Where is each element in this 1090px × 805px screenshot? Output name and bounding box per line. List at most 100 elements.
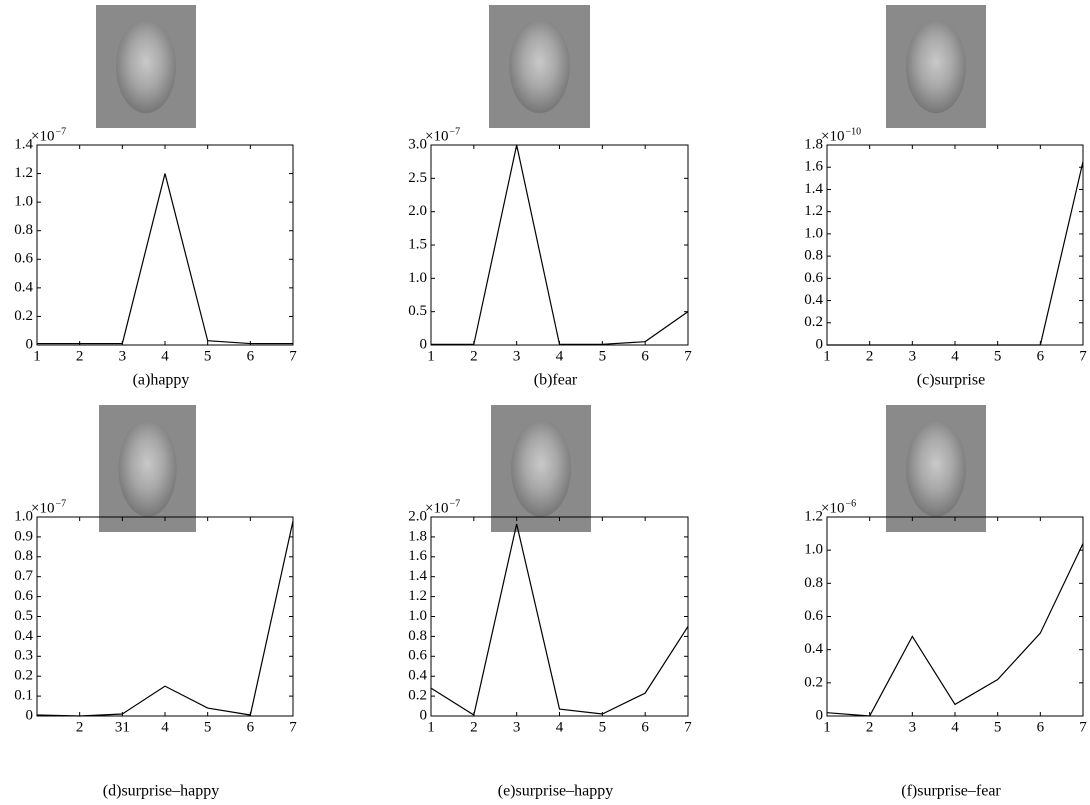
x-tick-label: 6 bbox=[247, 348, 255, 364]
y-tick-label: 0.6 bbox=[804, 270, 823, 286]
y-tick-label: 0.3 bbox=[14, 648, 33, 664]
caption: (d)surprise–happy bbox=[103, 783, 219, 800]
y-multiplier: ×10 bbox=[31, 128, 54, 144]
x-tick-label: 7 bbox=[684, 719, 692, 735]
caption: (c)surprise bbox=[917, 372, 985, 389]
x-tick-label: 4 bbox=[161, 719, 169, 735]
y-tick-label: 0.2 bbox=[14, 308, 33, 324]
x-tick-label: 6 bbox=[247, 719, 255, 735]
y-tick-label: 0.8 bbox=[14, 548, 33, 564]
y-tick-label: 0.1 bbox=[14, 688, 33, 704]
y-tick-label: 1.2 bbox=[804, 203, 823, 219]
y-tick-label: 1.6 bbox=[804, 159, 823, 175]
data-line bbox=[36, 520, 294, 717]
caption: (f)surprise–fear bbox=[901, 783, 1001, 800]
y-tick-label: 0.2 bbox=[14, 668, 33, 684]
x-tick-label: 6 bbox=[1037, 348, 1045, 364]
y-tick-label: 0.5 bbox=[14, 608, 33, 624]
y-tick-label: 1.4 bbox=[14, 136, 33, 152]
y-tick-label: 0.2 bbox=[804, 314, 823, 330]
data-line bbox=[827, 161, 1084, 346]
x-tick-label: 1 bbox=[823, 348, 831, 364]
x-tick-label: 3 bbox=[909, 348, 917, 364]
y-multiplier: ×10 bbox=[821, 128, 844, 144]
plot-frame bbox=[826, 516, 1084, 717]
x-tick-label: 2 bbox=[76, 719, 84, 735]
y-tick-label: 3.0 bbox=[408, 136, 427, 152]
y-multiplier: ×10 bbox=[425, 500, 448, 516]
x-tick-label: 4 bbox=[556, 719, 564, 735]
y-tick-label: 1.0 bbox=[14, 508, 33, 524]
y-exponent: −7 bbox=[449, 126, 460, 137]
y-tick-label: 1.2 bbox=[14, 165, 33, 181]
face-shape bbox=[906, 420, 966, 517]
x-tick-label: 7 bbox=[1079, 719, 1087, 735]
y-tick-label: 1.8 bbox=[804, 136, 823, 152]
x-tick-label: 2 bbox=[76, 348, 84, 364]
x-tick-label: 1 bbox=[427, 719, 435, 735]
x-tick-label: 7 bbox=[1079, 348, 1087, 364]
x-tick-label: 4 bbox=[951, 348, 959, 364]
y-tick-label: 0.4 bbox=[804, 641, 823, 657]
y-tick-label: 0.8 bbox=[804, 248, 823, 264]
x-tick-label: 5 bbox=[599, 719, 607, 735]
y-exponent: −7 bbox=[449, 498, 460, 509]
x-tick-label: 4 bbox=[556, 348, 564, 364]
x-tick-label: 6 bbox=[641, 719, 649, 735]
y-tick-label: 0 bbox=[26, 707, 34, 723]
y-tick-label: 0 bbox=[816, 707, 824, 723]
x-tick-label: 6 bbox=[1037, 719, 1045, 735]
x-tick-label: 31 bbox=[115, 719, 130, 735]
face-shape bbox=[511, 420, 571, 517]
x-tick-label: 1 bbox=[33, 348, 41, 364]
y-tick-label: 0 bbox=[816, 336, 824, 352]
y-tick-label: 0.4 bbox=[14, 279, 33, 295]
caption: (e)surprise–happy bbox=[498, 783, 614, 800]
y-tick-label: 0.6 bbox=[14, 588, 33, 604]
x-tick-label: 7 bbox=[289, 719, 297, 735]
x-tick-label: 4 bbox=[951, 719, 959, 735]
y-tick-label: 1.0 bbox=[14, 194, 33, 210]
y-tick-label: 2.5 bbox=[408, 170, 427, 186]
y-tick-label: 0.5 bbox=[408, 303, 427, 319]
face-shape bbox=[118, 420, 177, 517]
face-shape bbox=[509, 19, 570, 114]
x-tick-label: 1 bbox=[427, 348, 435, 364]
y-tick-label: 1.5 bbox=[408, 236, 427, 252]
y-tick-label: 0.4 bbox=[14, 628, 33, 644]
x-tick-label: 3 bbox=[513, 348, 521, 364]
y-tick-label: 0 bbox=[26, 336, 34, 352]
y-tick-label: 1.4 bbox=[804, 181, 823, 197]
x-tick-label: 2 bbox=[866, 348, 874, 364]
x-tick-label: 2 bbox=[470, 719, 478, 735]
y-exponent: −7 bbox=[55, 126, 66, 137]
y-tick-label: 0.4 bbox=[804, 292, 823, 308]
y-tick-label: 0.2 bbox=[804, 674, 823, 690]
x-tick-label: 4 bbox=[161, 348, 169, 364]
y-tick-label: 1.0 bbox=[408, 270, 427, 286]
y-exponent: −10 bbox=[845, 126, 861, 137]
y-tick-label: 0 bbox=[420, 336, 428, 352]
x-tick-label: 5 bbox=[994, 348, 1002, 364]
caption: (a)happy bbox=[133, 372, 190, 389]
y-tick-label: 1.0 bbox=[804, 225, 823, 241]
y-exponent: −6 bbox=[845, 498, 856, 509]
y-multiplier: ×10 bbox=[31, 500, 54, 516]
y-tick-label: 1.0 bbox=[804, 542, 823, 558]
x-tick-label: 6 bbox=[641, 348, 649, 364]
y-tick-label: 1.0 bbox=[408, 608, 427, 624]
y-tick-label: 0.6 bbox=[804, 608, 823, 624]
face-shape bbox=[116, 19, 176, 114]
x-tick-label: 5 bbox=[204, 719, 212, 735]
caption: (b)fear bbox=[534, 372, 578, 389]
y-multiplier: ×10 bbox=[425, 128, 448, 144]
x-tick-label: 7 bbox=[684, 348, 692, 364]
y-tick-label: 2.0 bbox=[408, 508, 427, 524]
x-tick-label: 7 bbox=[289, 348, 297, 364]
y-tick-label: 0.9 bbox=[14, 528, 33, 544]
y-tick-label: 0.2 bbox=[408, 688, 427, 704]
y-tick-label: 1.2 bbox=[408, 588, 427, 604]
y-tick-label: 2.0 bbox=[408, 203, 427, 219]
data-line bbox=[826, 543, 1084, 717]
